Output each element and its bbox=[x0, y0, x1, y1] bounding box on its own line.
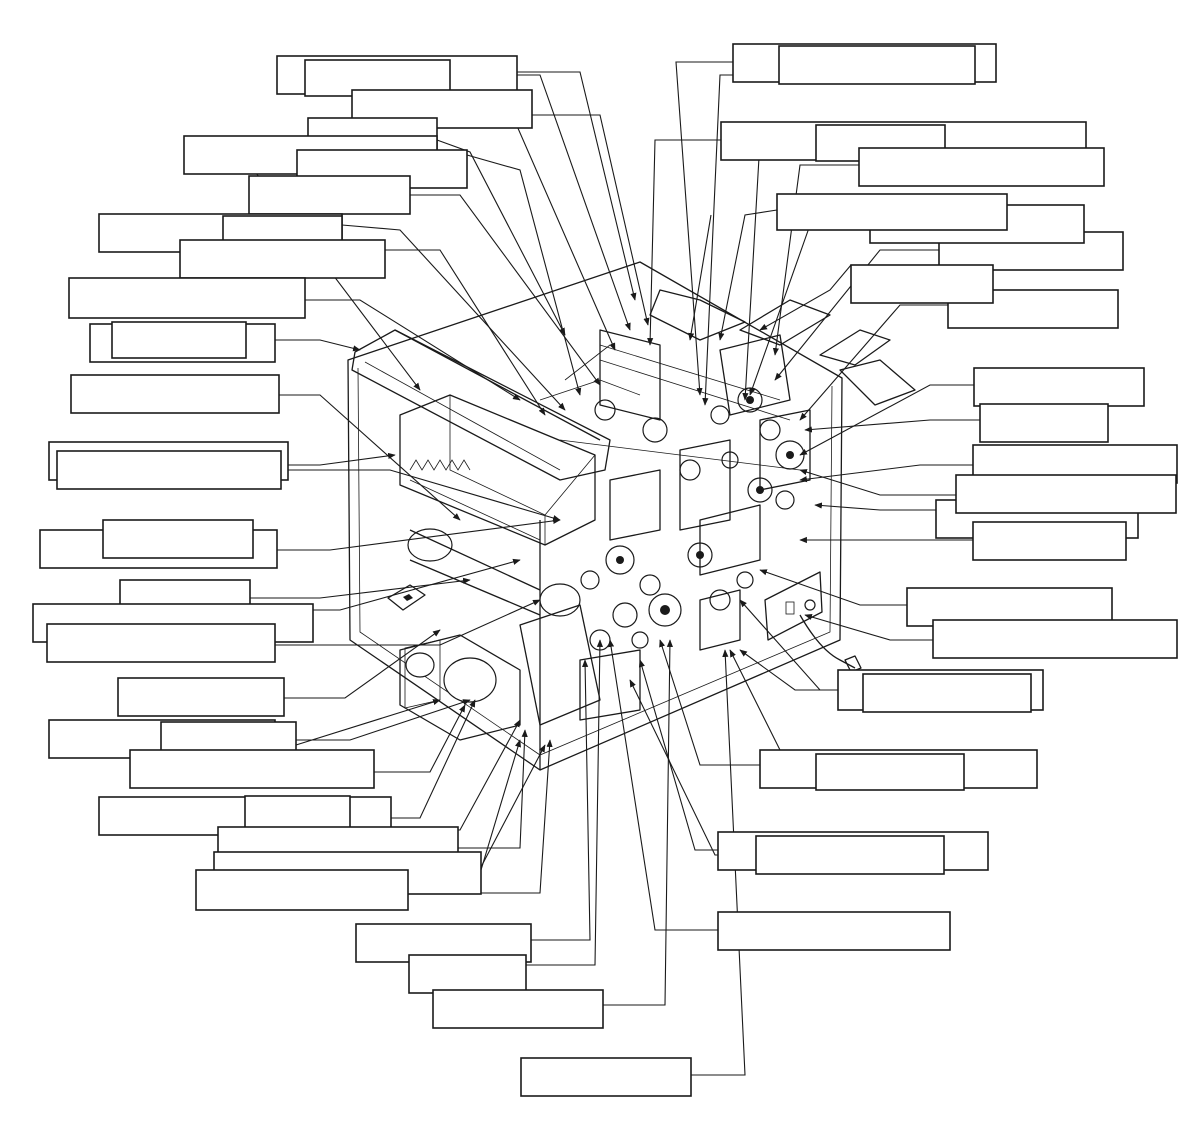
callout-box bbox=[979, 403, 1109, 443]
callout-box bbox=[244, 795, 351, 833]
callout-box bbox=[432, 989, 604, 1029]
callout-box bbox=[955, 474, 1177, 514]
callout-box bbox=[973, 367, 1145, 407]
callout-box bbox=[850, 264, 994, 304]
callout-box bbox=[70, 374, 280, 414]
callout-box bbox=[520, 1057, 692, 1097]
callout-box bbox=[195, 869, 409, 911]
callout-box bbox=[248, 175, 411, 215]
callout-box bbox=[778, 45, 976, 85]
callout-box bbox=[408, 954, 527, 994]
callout-box bbox=[129, 749, 375, 789]
callout-box bbox=[755, 835, 945, 875]
callout-box bbox=[815, 753, 965, 791]
callout-box bbox=[932, 619, 1178, 659]
callout-box bbox=[111, 321, 247, 359]
callout-box bbox=[46, 623, 276, 663]
callout-box bbox=[972, 521, 1127, 561]
callout-box bbox=[351, 89, 533, 129]
callout-box bbox=[102, 519, 254, 559]
callout-box bbox=[68, 277, 306, 319]
callout-box bbox=[776, 193, 1008, 231]
callout-box bbox=[56, 450, 282, 490]
callout-boxes bbox=[32, 43, 1178, 1097]
callout-box bbox=[862, 673, 1032, 713]
callout-box bbox=[117, 677, 285, 717]
callout-box bbox=[179, 239, 386, 279]
printer-illustration bbox=[347, 261, 916, 771]
callout-box bbox=[717, 911, 951, 951]
callout-box bbox=[858, 147, 1105, 187]
